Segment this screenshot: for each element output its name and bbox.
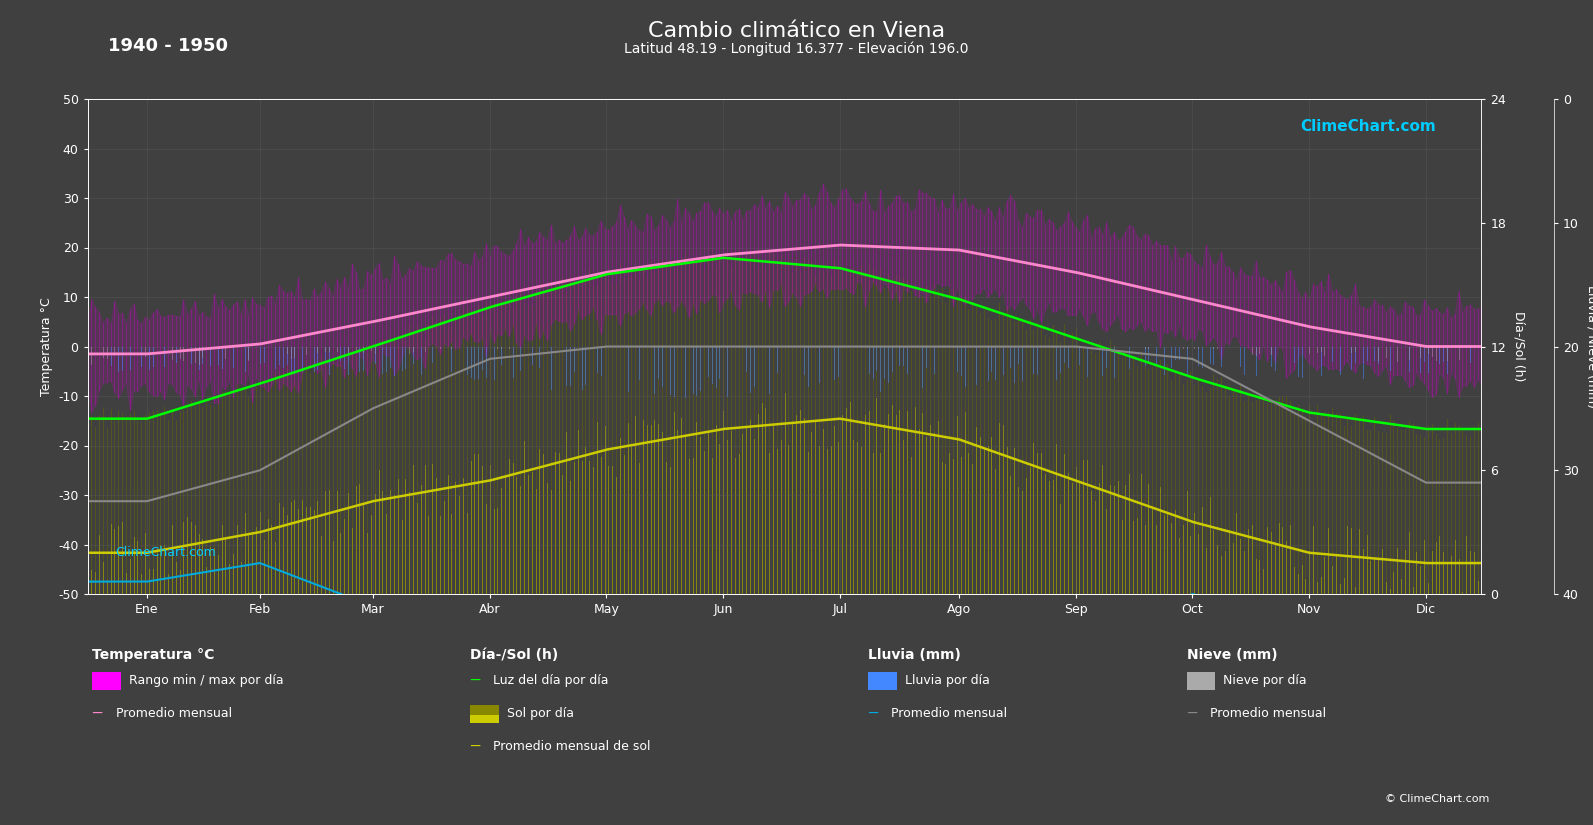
Text: ─: ─ xyxy=(868,706,878,721)
Text: 1940 - 1950: 1940 - 1950 xyxy=(108,37,228,55)
Text: Promedio mensual: Promedio mensual xyxy=(1206,707,1325,720)
Y-axis label: Día-/Sol (h): Día-/Sol (h) xyxy=(1513,311,1526,382)
Text: Sol por día: Sol por día xyxy=(507,707,573,720)
Text: Lluvia por día: Lluvia por día xyxy=(905,674,989,687)
Text: ClimeChart.com: ClimeChart.com xyxy=(1300,119,1435,134)
Text: Latitud 48.19 - Longitud 16.377 - Elevación 196.0: Latitud 48.19 - Longitud 16.377 - Elevac… xyxy=(624,41,969,56)
Text: Nieve por día: Nieve por día xyxy=(1223,674,1306,687)
Text: Rango min / max por día: Rango min / max por día xyxy=(129,674,284,687)
Text: Lluvia (mm): Lluvia (mm) xyxy=(868,648,961,662)
Text: Día-/Sol (h): Día-/Sol (h) xyxy=(470,648,558,662)
Text: Promedio mensual: Promedio mensual xyxy=(887,707,1007,720)
Y-axis label: Lluvia / Nieve (mm): Lluvia / Nieve (mm) xyxy=(1585,285,1593,408)
Text: © ClimeChart.com: © ClimeChart.com xyxy=(1384,794,1489,804)
Text: Cambio climático en Viena: Cambio climático en Viena xyxy=(648,21,945,40)
Text: ─: ─ xyxy=(470,673,479,688)
Text: ─: ─ xyxy=(470,739,479,754)
Text: Promedio mensual: Promedio mensual xyxy=(112,707,231,720)
Text: ─: ─ xyxy=(1187,706,1196,721)
Y-axis label: Temperatura °C: Temperatura °C xyxy=(40,297,53,396)
Text: Promedio mensual de sol: Promedio mensual de sol xyxy=(489,740,650,753)
Text: Luz del día por día: Luz del día por día xyxy=(489,674,609,687)
Text: Temperatura °C: Temperatura °C xyxy=(92,648,215,662)
Text: ClimeChart.com: ClimeChart.com xyxy=(116,546,217,559)
Text: ─: ─ xyxy=(92,706,102,721)
Text: Nieve (mm): Nieve (mm) xyxy=(1187,648,1278,662)
